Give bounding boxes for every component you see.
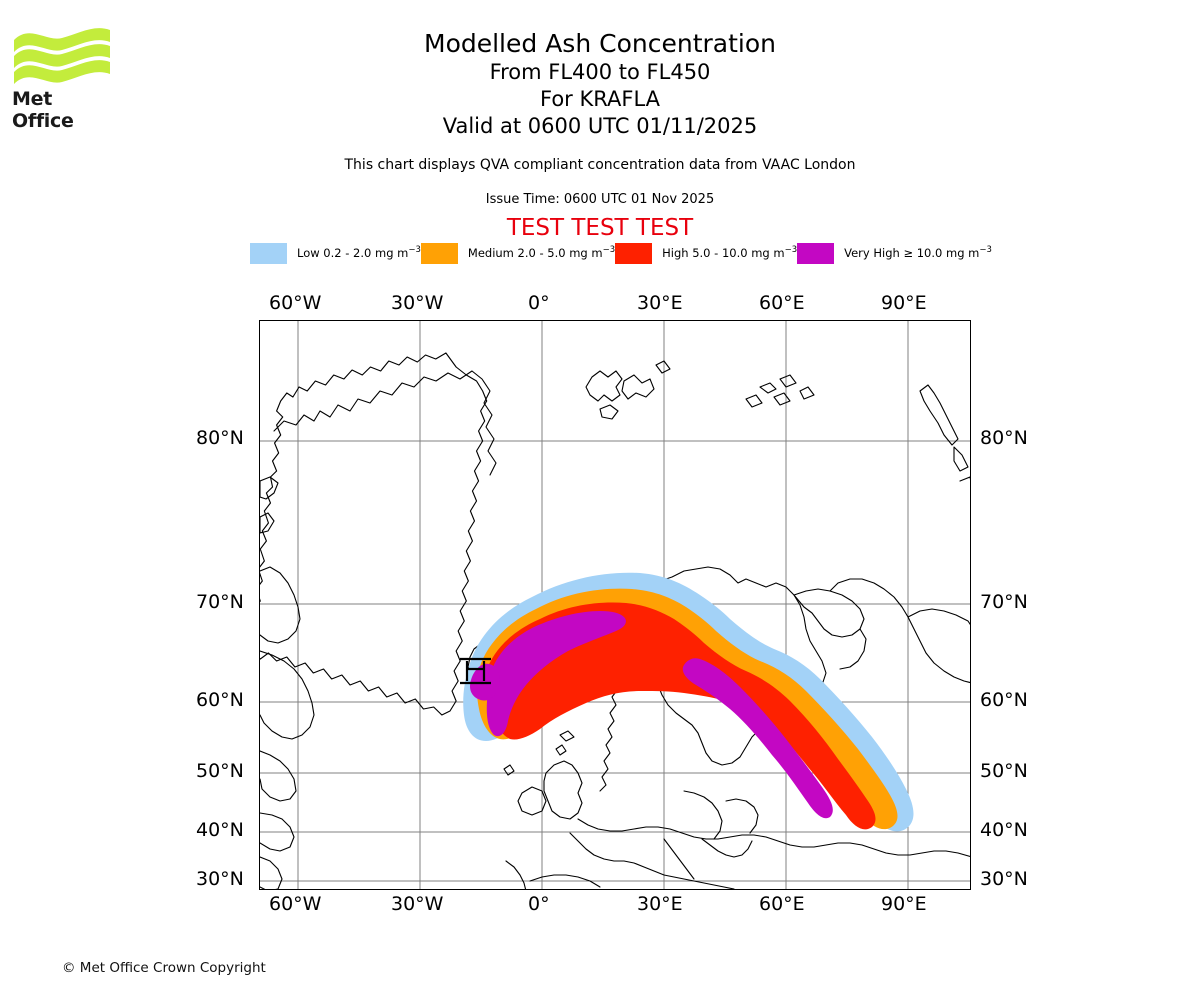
plume-contour-very-high-west xyxy=(486,611,626,737)
legend-swatch-very-high xyxy=(797,242,835,264)
qva-subtitle: This chart displays QVA compliant concen… xyxy=(344,157,856,173)
coastline-europe-north xyxy=(577,818,970,858)
chart-title-block: Modelled Ash Concentration From FL400 to… xyxy=(0,28,1200,140)
coastline-nordaustlandet xyxy=(655,360,671,374)
x-axis-label-bottom-4: 60°E xyxy=(759,893,805,915)
map-coastlines xyxy=(260,352,970,889)
concentration-legend: Low 0.2 - 2.0 mg m−3 Medium 2.0 - 5.0 mg… xyxy=(250,241,992,265)
y-axis-label-right-0: 80°N xyxy=(980,427,1028,449)
y-axis-label-left-0: 80°N xyxy=(196,427,244,449)
coastline-severnaya xyxy=(959,476,970,482)
coastline-greenland xyxy=(260,352,488,716)
x-axis-label-bottom-2: 0° xyxy=(528,893,550,915)
logo-wordmark: Met Office xyxy=(12,88,74,132)
legend-label-low: Low 0.2 - 2.0 mg m−3 xyxy=(297,245,421,260)
y-axis-label-right-2: 60°N xyxy=(980,689,1028,711)
test-banner: TEST TEST TEST xyxy=(506,215,694,241)
coastline-ellesmere xyxy=(260,476,279,500)
map-canvas xyxy=(260,321,970,889)
plume-contour-high xyxy=(485,602,876,830)
x-axis-label-bottom-5: 90°E xyxy=(881,893,927,915)
met-office-waves-icon xyxy=(14,28,110,84)
x-axis-label-top-5: 90°E xyxy=(881,292,927,314)
coastline-baltic-states xyxy=(725,798,759,834)
x-axis-label-top-1: 30°W xyxy=(391,292,444,314)
map-frame xyxy=(259,320,971,890)
coastline-novaya-zemlya-south xyxy=(953,446,969,472)
legend-label-high: High 5.0 - 10.0 mg m−3 xyxy=(662,245,798,260)
x-axis-label-bottom-0: 60°W xyxy=(269,893,322,915)
krafla-volcano-marker[interactable] xyxy=(460,657,491,685)
coastline-labrador xyxy=(260,650,315,740)
title-volcano: For KRAFLA xyxy=(540,87,660,111)
coastline-fjl-5 xyxy=(799,386,815,400)
x-axis-label-bottom-1: 30°W xyxy=(391,893,444,915)
coastline-fjl-4 xyxy=(773,392,791,406)
coastline-fjl-1 xyxy=(759,382,777,394)
coastline-svalbard-east xyxy=(621,374,655,400)
coastline-europe-west xyxy=(569,832,735,889)
legend-item-medium: Medium 2.0 - 5.0 mg m−3 xyxy=(420,242,616,264)
legend-item-high: High 5.0 - 10.0 mg m−3 xyxy=(615,242,798,264)
coastline-newfoundland xyxy=(260,750,297,802)
copyright-text: © Met Office Crown Copyright xyxy=(62,960,266,976)
coastline-kola-peninsula xyxy=(793,588,865,638)
coastline-siberia-1 xyxy=(907,608,970,625)
ash-concentration-map[interactable] xyxy=(259,320,971,890)
coastline-ireland xyxy=(517,786,547,816)
coastline-faroe xyxy=(503,764,515,776)
x-axis-label-top-4: 60°E xyxy=(759,292,805,314)
legend-label-medium: Medium 2.0 - 5.0 mg m−3 xyxy=(467,245,616,260)
coastline-greenland-north xyxy=(273,370,497,476)
coastline-novaya-zemlya-north xyxy=(919,384,959,446)
y-axis-label-right-3: 50°N xyxy=(980,760,1028,782)
legend-item-very-high: Very High ≥ 10.0 mg m−3 xyxy=(797,242,992,264)
plume-contour-very-high-east xyxy=(682,658,833,819)
ash-plume-contours xyxy=(463,572,914,832)
coastline-fjl-3 xyxy=(745,394,763,408)
coastline-orkney xyxy=(555,744,567,756)
x-axis-label-top-3: 30°E xyxy=(637,292,683,314)
coastline-biscay xyxy=(505,860,527,889)
coastline-great-britain xyxy=(543,760,583,820)
y-axis-label-right-4: 40°N xyxy=(980,819,1028,841)
coastline-baffin-n xyxy=(260,512,275,534)
y-axis-label-right-5: 30°N xyxy=(980,868,1028,890)
y-axis-label-left-3: 50°N xyxy=(196,760,244,782)
coastline-white-sea xyxy=(839,628,867,670)
y-axis-label-left-5: 30°N xyxy=(196,868,244,890)
y-axis-label-left-2: 60°N xyxy=(196,689,244,711)
x-axis-label-top-0: 60°W xyxy=(269,292,322,314)
x-axis-label-top-2: 0° xyxy=(528,292,550,314)
page-title: Modelled Ash Concentration xyxy=(424,29,776,58)
coastline-nova-scotia xyxy=(260,812,295,852)
legend-label-very-high: Very High ≥ 10.0 mg m−3 xyxy=(844,245,992,260)
legend-swatch-low xyxy=(250,242,287,264)
coastline-svalbard-south xyxy=(599,404,619,420)
coastline-denmark xyxy=(663,838,695,880)
coastline-baltic-south xyxy=(701,838,753,858)
title-flight-levels: From FL400 to FL450 xyxy=(489,60,711,84)
y-axis-label-left-1: 70°N xyxy=(196,591,244,613)
y-axis-label-right-1: 70°N xyxy=(980,591,1028,613)
coastline-iberia-north xyxy=(529,874,601,888)
issue-time-text: Issue Time: 0600 UTC 01 Nov 2025 xyxy=(485,192,715,207)
coastline-baffin xyxy=(260,566,301,644)
met-office-logo: Met Office xyxy=(12,26,112,132)
coastline-us-northeast xyxy=(260,856,283,889)
coastline-svalbard-west xyxy=(585,370,623,402)
legend-swatch-high xyxy=(615,242,653,264)
coastline-fjl-2 xyxy=(779,374,797,388)
y-axis-label-left-4: 40°N xyxy=(196,819,244,841)
title-valid-time: Valid at 0600 UTC 01/11/2025 xyxy=(442,114,758,138)
coastline-baltic-east xyxy=(683,790,723,840)
coastline-shetland xyxy=(559,730,575,742)
legend-item-low: Low 0.2 - 2.0 mg m−3 xyxy=(250,242,421,264)
x-axis-label-bottom-3: 30°E xyxy=(637,893,683,915)
legend-swatch-medium xyxy=(420,242,458,264)
coastline-russia-arctic xyxy=(829,578,970,684)
